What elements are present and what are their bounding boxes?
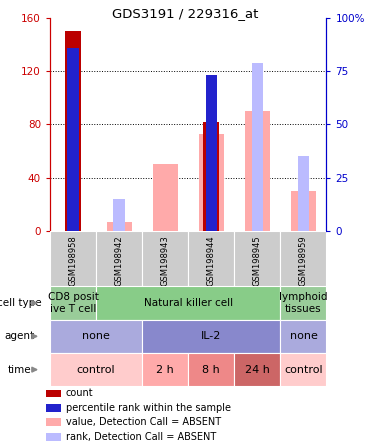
Bar (198, 134, 224, 231)
Text: rank, Detection Call = ABSENT: rank, Detection Call = ABSENT (66, 432, 216, 442)
Bar (46, 404, 61, 412)
Text: 2 h: 2 h (156, 365, 174, 375)
Text: GDS3191 / 229316_at: GDS3191 / 229316_at (112, 7, 259, 20)
Text: control: control (77, 365, 115, 375)
Bar (188, 231, 234, 286)
Bar (142, 231, 188, 286)
Text: count: count (66, 388, 93, 399)
Text: GSM198944: GSM198944 (207, 235, 216, 286)
Bar (280, 231, 326, 286)
Text: cell type: cell type (0, 298, 41, 308)
Text: 24 h: 24 h (245, 365, 270, 375)
Bar (114, 199, 125, 231)
Text: none: none (82, 331, 110, 341)
Bar (65, 31, 81, 231)
Bar (50, 286, 96, 320)
Text: time: time (7, 365, 31, 375)
Text: percentile rank within the sample: percentile rank within the sample (66, 403, 231, 413)
Text: GSM198945: GSM198945 (253, 235, 262, 286)
Text: agent: agent (4, 331, 34, 341)
Bar (106, 222, 132, 231)
Bar (245, 111, 270, 231)
Text: GSM198958: GSM198958 (69, 235, 78, 286)
Bar (46, 389, 61, 397)
Bar (142, 353, 188, 386)
Text: lymphoid
tissues: lymphoid tissues (279, 292, 328, 314)
Text: 8 h: 8 h (203, 365, 220, 375)
Text: control: control (284, 365, 323, 375)
Bar (291, 191, 316, 231)
Bar (280, 286, 326, 320)
Bar (50, 231, 96, 286)
Text: IL-2: IL-2 (201, 331, 221, 341)
Bar (152, 164, 178, 231)
Bar (280, 320, 326, 353)
Bar (46, 433, 61, 441)
Bar (46, 418, 61, 426)
Bar (68, 48, 79, 231)
Bar (206, 75, 217, 231)
Bar (96, 286, 280, 320)
Bar (280, 353, 326, 386)
Text: value, Detection Call = ABSENT: value, Detection Call = ABSENT (66, 417, 221, 428)
Text: GSM198943: GSM198943 (161, 235, 170, 286)
Bar (188, 353, 234, 386)
Text: GSM198959: GSM198959 (299, 235, 308, 286)
Bar (203, 122, 219, 231)
Bar (142, 320, 280, 353)
Text: Natural killer cell: Natural killer cell (144, 298, 233, 308)
Bar (252, 63, 263, 231)
Bar (298, 156, 309, 231)
Bar (96, 231, 142, 286)
Bar (234, 353, 280, 386)
Text: CD8 posit
ive T cell: CD8 posit ive T cell (48, 292, 99, 314)
Bar (50, 320, 142, 353)
Text: GSM198942: GSM198942 (115, 235, 124, 286)
Bar (234, 231, 280, 286)
Bar (50, 353, 142, 386)
Text: none: none (289, 331, 317, 341)
